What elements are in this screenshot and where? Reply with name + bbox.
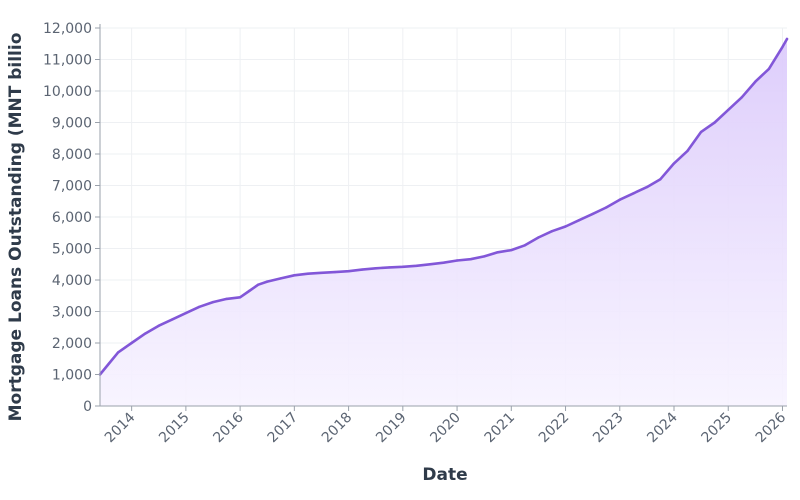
data-point [455, 259, 459, 262]
data-point [727, 108, 730, 112]
data-point [333, 270, 337, 274]
data-point [699, 130, 703, 134]
data-point [659, 178, 662, 181]
data-point [591, 212, 594, 216]
x-tick-label: 2015 [156, 410, 193, 447]
x-tick-label: 2026 [753, 409, 790, 446]
y-tick-label: 12,000 [43, 21, 92, 37]
y-tick-label: 11,000 [43, 53, 92, 69]
data-point [781, 45, 784, 49]
data-point [374, 267, 377, 270]
y-tick-label: 9,000 [52, 116, 92, 132]
data-point [577, 219, 581, 222]
axes [95, 24, 787, 411]
data-point [469, 258, 472, 261]
data-point [523, 244, 527, 247]
data-point [618, 198, 621, 201]
data-point [564, 225, 567, 228]
data-point [785, 37, 789, 41]
y-axis-title: Mortgage Loans Outstanding (MNT billio [6, 33, 26, 422]
data-point [537, 236, 540, 239]
x-tick-label: 2023 [590, 410, 627, 447]
y-tick-label: 2,000 [52, 336, 92, 352]
data-point [428, 263, 432, 266]
data-point [645, 185, 649, 189]
x-tick-label: 2019 [373, 410, 410, 447]
y-tick-label: 1,000 [52, 368, 92, 384]
series-area-fill [100, 39, 787, 406]
y-tick-label: 5,000 [52, 242, 92, 258]
data-point [550, 230, 554, 233]
data-point [767, 67, 771, 71]
data-point [198, 305, 201, 308]
y-tick-label: 4,000 [52, 273, 92, 289]
x-tick-label: 2020 [427, 410, 464, 447]
data-point [130, 341, 133, 345]
x-tick-label: 2021 [482, 410, 519, 447]
data-point [740, 96, 743, 99]
x-tick-label: 2025 [699, 410, 736, 447]
data-point [347, 270, 350, 273]
data-point [306, 272, 310, 275]
data-point [401, 265, 404, 268]
y-tick-label: 3,000 [52, 305, 92, 321]
x-tick-label: 2016 [210, 409, 247, 446]
data-point [483, 255, 486, 258]
data-point [496, 251, 499, 254]
data-point [107, 362, 111, 365]
data-point [225, 297, 228, 301]
data-point [257, 283, 260, 286]
data-point [442, 261, 445, 264]
y-tick-label: 0 [83, 399, 92, 415]
data-point [713, 121, 716, 124]
data-point [320, 271, 323, 274]
y-tick-label: 6,000 [52, 210, 92, 226]
data-point [672, 162, 676, 165]
data-point [116, 351, 120, 354]
x-axis-title: Date [422, 465, 467, 485]
y-tick-label: 10,000 [43, 84, 92, 100]
y-tick-label: 8,000 [52, 147, 92, 163]
data-point [238, 296, 242, 299]
data-point [211, 300, 215, 304]
data-point [184, 311, 188, 315]
x-tick-label: 2022 [536, 410, 573, 447]
x-tick-label: 2024 [644, 409, 681, 446]
data-point [266, 280, 269, 283]
data-point [605, 206, 608, 209]
series-line [98, 37, 789, 376]
x-tick-label: 2017 [265, 410, 302, 447]
data-point [293, 274, 296, 277]
data-point [510, 248, 513, 252]
data-point [754, 80, 757, 83]
data-point [360, 268, 364, 271]
data-point [144, 332, 147, 335]
data-point [248, 289, 251, 293]
x-tick-label: 2018 [319, 410, 356, 447]
x-tick-label: 2014 [102, 409, 139, 446]
data-point [686, 149, 689, 152]
data-point [415, 264, 418, 267]
data-point [632, 192, 635, 195]
data-point [171, 318, 174, 321]
data-point [279, 277, 282, 280]
y-tick-label: 7,000 [52, 179, 92, 195]
data-point [157, 324, 160, 327]
series-area [98, 37, 789, 406]
data-point [388, 266, 391, 269]
